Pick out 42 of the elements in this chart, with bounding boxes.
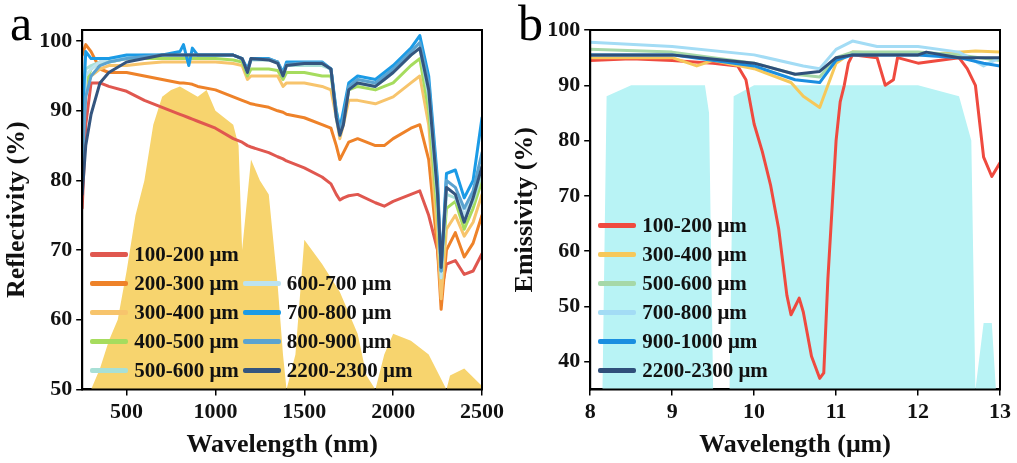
y-tick-label: 70 <box>558 181 581 207</box>
legend-label: 2200-2300 μm <box>642 358 768 384</box>
y-tick-label: 90 <box>558 70 581 96</box>
chart-title: b <box>518 0 543 51</box>
legend-label: 700-800 μm <box>642 300 747 326</box>
y-axis-title: Emissivity (%) <box>509 127 539 293</box>
y-tick-label: 50 <box>558 292 581 318</box>
y-tick-label: 100 <box>39 26 73 52</box>
legend-label: 900-1000 μm <box>642 329 758 355</box>
legend-label: 200-300 μm <box>134 271 239 297</box>
legend-label: 100-200 μm <box>642 213 747 239</box>
legend-label: 600-700 μm <box>286 271 392 297</box>
chart-title: a <box>10 0 33 51</box>
legend-label: 500-600 μm <box>642 271 747 297</box>
legend-label: 500-600 μm <box>134 358 239 384</box>
x-tick-label: 2000 <box>371 398 416 424</box>
x-tick-label: 10 <box>743 398 766 424</box>
x-tick-label: 13 <box>989 398 1011 424</box>
legend-label: 100-200 μm <box>134 242 239 268</box>
x-axis-title: Wavelength (nm) <box>186 429 378 459</box>
y-tick-label: 80 <box>50 166 73 192</box>
x-tick-label: 500 <box>110 398 144 424</box>
y-tick-label: 40 <box>558 347 581 373</box>
x-tick-label: 8 <box>584 398 596 424</box>
y-axis-title: Reflectivity (%) <box>1 121 31 299</box>
y-tick-label: 100 <box>547 15 581 41</box>
y-tick-label: 60 <box>558 236 581 262</box>
x-axis-title: Wavelength (μm) <box>699 429 891 459</box>
x-tick-label: 1500 <box>282 398 327 424</box>
y-tick-label: 80 <box>558 126 581 152</box>
legend-label: 400-500 μm <box>134 329 239 355</box>
legend-label: 300-400 μm <box>134 300 239 326</box>
y-tick-label: 70 <box>50 235 73 261</box>
y-tick-label: 60 <box>50 305 73 331</box>
x-tick-label: 12 <box>907 398 930 424</box>
y-tick-label: 90 <box>50 96 73 122</box>
y-tick-label: 50 <box>50 375 73 401</box>
x-tick-label: 1000 <box>193 398 238 424</box>
x-tick-label: 9 <box>666 398 678 424</box>
legend-label: 300-400 μm <box>642 242 747 268</box>
x-tick-label: 11 <box>825 398 847 424</box>
x-tick-label: 2500 <box>460 398 504 424</box>
